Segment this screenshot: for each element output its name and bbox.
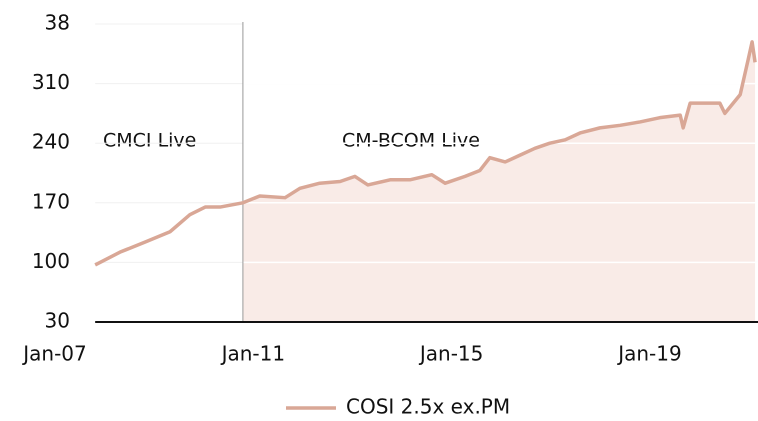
series-line	[94, 40, 757, 267]
y-tick-label: 100	[32, 249, 70, 273]
y-tick-label: 310	[32, 70, 70, 94]
y-tick-label: 170	[32, 189, 70, 213]
x-tick-label: Jan-07	[21, 342, 87, 366]
y-tick-label: 30	[45, 309, 70, 333]
x-tick-label: Jan-19	[616, 342, 682, 366]
x-tick-label: Jan-11	[220, 342, 286, 366]
annotation: CM-BCOM Live	[342, 130, 480, 152]
y-tick-label: 240	[32, 130, 70, 154]
y-tick-label: 38	[45, 11, 70, 35]
x-tick-label: Jan-15	[418, 342, 484, 366]
legend-label: COSI 2.5x ex.PM	[346, 395, 510, 419]
annotation: CMCI Live	[103, 130, 196, 152]
live-area	[242, 41, 756, 322]
